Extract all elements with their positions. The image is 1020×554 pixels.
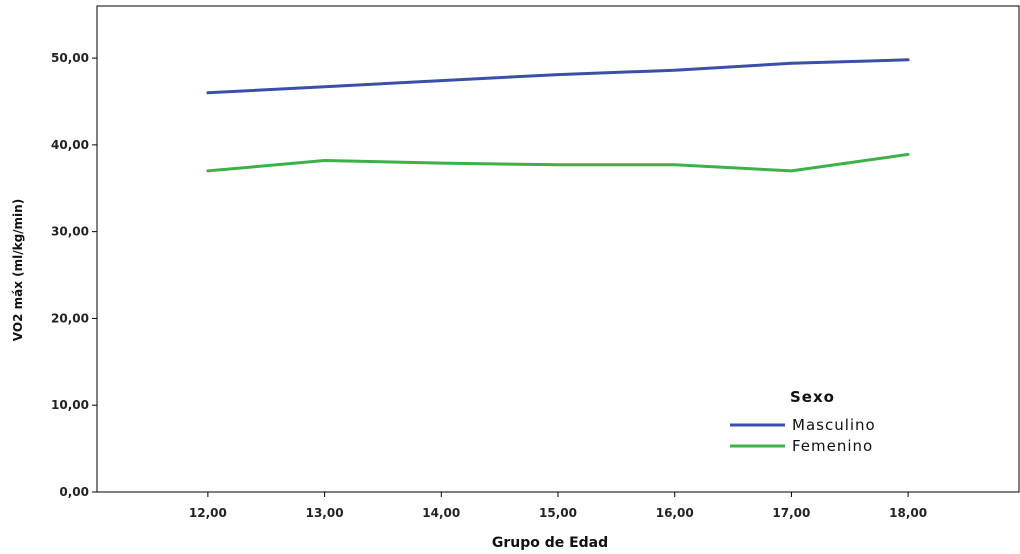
series-line-femenino bbox=[206, 152, 910, 173]
series-lines bbox=[206, 58, 910, 173]
y-tick-label: 40,00 bbox=[51, 138, 89, 152]
legend: Sexo Masculino Femenino bbox=[730, 388, 876, 455]
x-tick-label: 18,00 bbox=[889, 506, 927, 520]
y-axis: 0,00 10,00 20,00 30,00 40,00 50,00 bbox=[51, 51, 97, 499]
x-axis: 12,00 13,00 14,00 15,00 16,00 17,00 18,00 bbox=[189, 492, 927, 520]
y-tick-label: 0,00 bbox=[59, 485, 89, 499]
x-tick-label: 15,00 bbox=[539, 506, 577, 520]
plot-area bbox=[96, 5, 1020, 493]
y-axis-title: VO2 máx (ml/kg/min) bbox=[11, 199, 25, 341]
legend-title: Sexo bbox=[790, 388, 835, 406]
x-tick-label: 17,00 bbox=[772, 506, 810, 520]
y-tick-label: 10,00 bbox=[51, 398, 89, 412]
y-tick-label: 30,00 bbox=[51, 225, 89, 239]
legend-label-femenino: Femenino bbox=[792, 437, 873, 455]
x-tick-label: 13,00 bbox=[306, 506, 344, 520]
x-axis-title: Grupo de Edad bbox=[492, 535, 608, 551]
series-line-masculino bbox=[206, 58, 910, 95]
x-tick-label: 16,00 bbox=[656, 506, 694, 520]
x-tick-label: 12,00 bbox=[189, 506, 227, 520]
y-tick-label: 20,00 bbox=[51, 311, 89, 325]
legend-label-masculino: Masculino bbox=[792, 416, 876, 434]
x-tick-label: 14,00 bbox=[422, 506, 460, 520]
y-tick-label: 50,00 bbox=[51, 51, 89, 65]
